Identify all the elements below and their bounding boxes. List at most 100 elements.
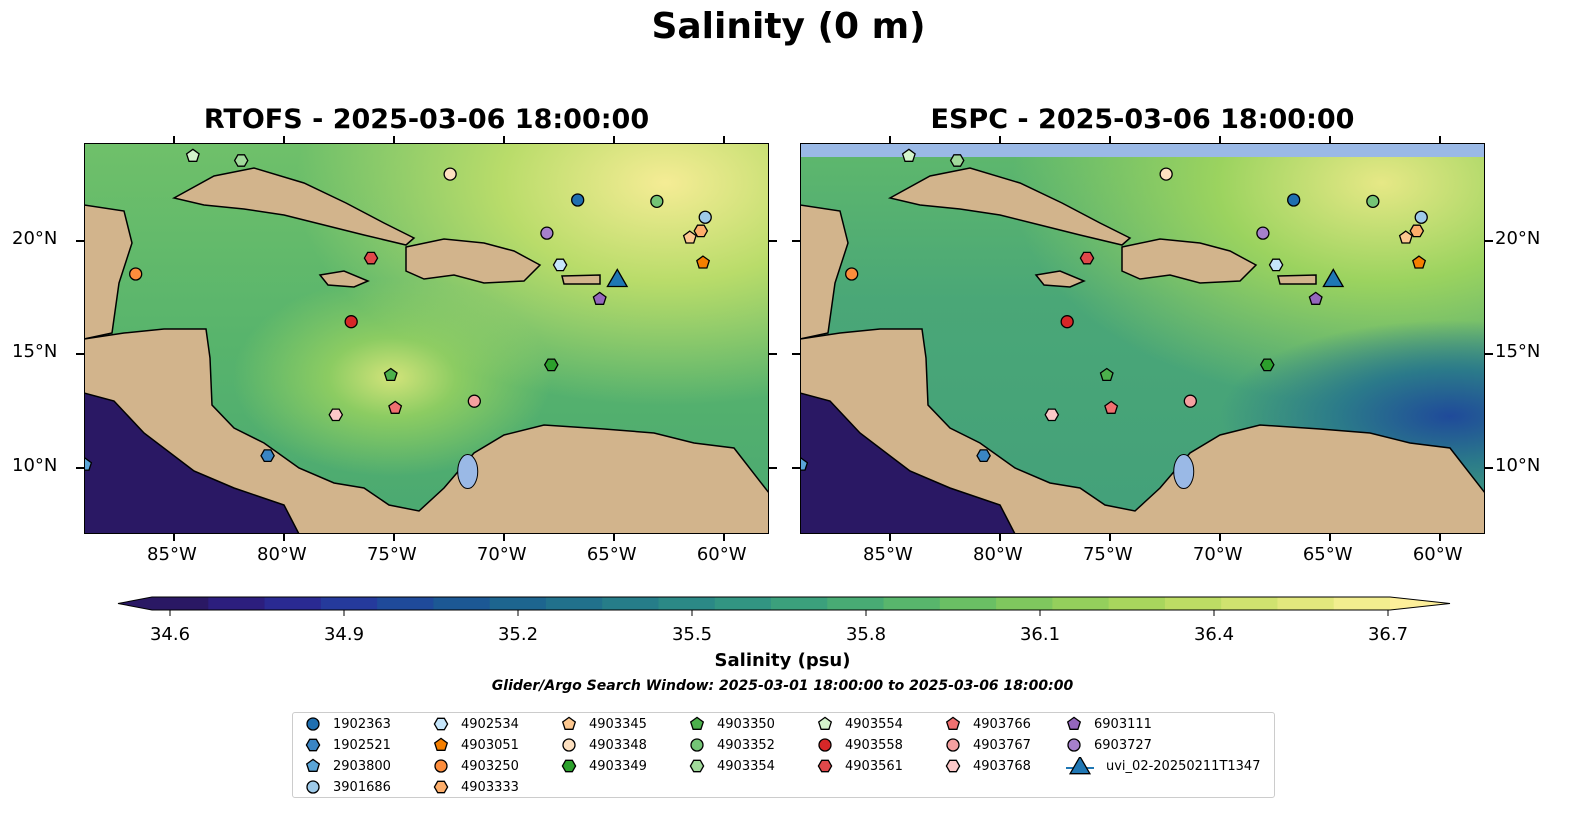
legend-item: uvi_02-20250211T1347	[1066, 757, 1260, 775]
colorbar-tick-label: 35.2	[497, 624, 539, 645]
legend-label: 4903350	[717, 716, 775, 732]
legend-item: 4903354	[689, 757, 775, 775]
marker-4903767	[946, 738, 960, 752]
tick-mark	[612, 136, 615, 143]
tick-mark	[889, 534, 892, 541]
colorbar-segment	[489, 597, 547, 610]
legend: 1902363 1902521 2903800 3901686 4902534 49030…	[292, 712, 1275, 798]
marker-6903111	[1308, 291, 1323, 305]
tick-mark	[392, 136, 395, 143]
legend-marker-icon	[433, 780, 449, 794]
colorbar-segment	[377, 597, 434, 610]
legend-marker-icon	[305, 758, 321, 772]
lon-tick-label: 65°W	[586, 544, 637, 565]
marker-4903051	[1412, 255, 1427, 269]
legend-label: 4903250	[461, 758, 519, 774]
tick-mark	[502, 136, 505, 143]
legend-marker-icon	[689, 716, 705, 730]
colorbar-segment	[1164, 597, 1222, 610]
marker-4903766	[388, 400, 403, 414]
colorbar-segment	[264, 597, 322, 610]
colorbar-tick-label: 34.6	[149, 624, 191, 645]
marker-6903727	[1067, 738, 1081, 752]
marker-4903349	[1259, 358, 1275, 372]
marker-4902534	[552, 258, 568, 272]
tick-mark	[1485, 239, 1493, 242]
tick-mark	[722, 136, 725, 143]
marker-4903348	[1159, 167, 1173, 181]
tick-mark	[1218, 534, 1221, 541]
legend-marker-icon	[818, 738, 832, 752]
lat-tick-label: 20°N	[1495, 227, 1541, 249]
marker-4903250	[845, 267, 859, 281]
legend-item: 1902521	[305, 736, 391, 754]
legend-item: 6903727	[1066, 736, 1152, 754]
tick-mark	[1438, 534, 1441, 541]
lat-tick-label: 15°N	[12, 341, 58, 363]
colorbar-segment	[433, 597, 491, 610]
marker-4903558	[344, 315, 358, 329]
marker-4903561	[817, 759, 833, 773]
tick-mark	[1438, 136, 1441, 143]
tick-mark	[283, 534, 285, 541]
colorbar-segment	[771, 597, 828, 610]
colorbar-segment	[939, 597, 997, 610]
colorbar-segment	[1052, 597, 1110, 610]
tick-mark	[792, 353, 800, 356]
legend-marker-icon	[945, 759, 961, 773]
legend-item: 4903348	[561, 736, 647, 754]
colorbar-segment	[827, 597, 885, 610]
tick-mark	[283, 136, 285, 143]
tick-mark	[76, 353, 84, 356]
marker-4903768	[1044, 408, 1060, 422]
marker-4903554	[817, 716, 833, 730]
colorbar-segment	[208, 597, 266, 610]
tick-mark	[769, 353, 777, 356]
marker-4903349	[561, 759, 577, 773]
land-1	[85, 328, 768, 533]
marker-6903111	[592, 291, 607, 305]
legend-item: 4903333	[433, 778, 519, 796]
legend-label: 3901686	[333, 779, 391, 795]
marker-4903352	[650, 194, 664, 209]
legend-marker-icon	[561, 716, 577, 730]
marker-6903727	[1256, 226, 1270, 240]
marker-4903350	[383, 367, 398, 382]
marker-4903250	[434, 759, 448, 773]
legend-label: uvi_02-20250211T1347	[1106, 758, 1261, 774]
lon-tick-label: 85°W	[147, 544, 197, 565]
marker-1902521	[976, 449, 991, 463]
lake-maracaibo	[1173, 454, 1195, 490]
marker-1902521	[305, 738, 321, 752]
legend-item: 4903767	[945, 736, 1031, 754]
rtofs-panel-title: RTOFS - 2025-03-06 18:00:00	[203, 104, 650, 135]
marker-4903352	[1366, 194, 1380, 209]
legend-label: 4903349	[589, 758, 647, 774]
marker-4903561	[363, 251, 379, 265]
legend-label: 4903554	[845, 716, 903, 732]
legend-marker-icon	[562, 738, 576, 752]
marker-4903051	[696, 255, 711, 269]
tick-mark	[502, 534, 505, 541]
land-4	[405, 238, 542, 284]
colorbar-segment	[1108, 597, 1166, 610]
legend-label: 2903800	[333, 758, 391, 774]
legend-marker-icon	[946, 738, 960, 752]
rtofs-map	[84, 143, 769, 534]
marker-4903554	[901, 148, 916, 162]
tick-mark	[173, 534, 176, 541]
marker-3901686	[306, 780, 320, 794]
lat-tick-label: 10°N	[1495, 455, 1541, 477]
marker-uvi_02-20250211T1347	[1322, 268, 1345, 288]
land-0	[801, 204, 849, 340]
land-2	[171, 167, 416, 246]
colorbar-segment	[545, 597, 603, 610]
legend-item: 4903349	[561, 757, 647, 775]
legend-label: 1902363	[333, 716, 391, 732]
land-2	[887, 167, 1132, 246]
marker-4903333	[433, 780, 449, 794]
legend-item: 4903345	[561, 715, 647, 733]
legend-marker-icon	[1066, 716, 1082, 730]
legend-label: 4903354	[717, 758, 775, 774]
tick-mark	[792, 239, 800, 242]
